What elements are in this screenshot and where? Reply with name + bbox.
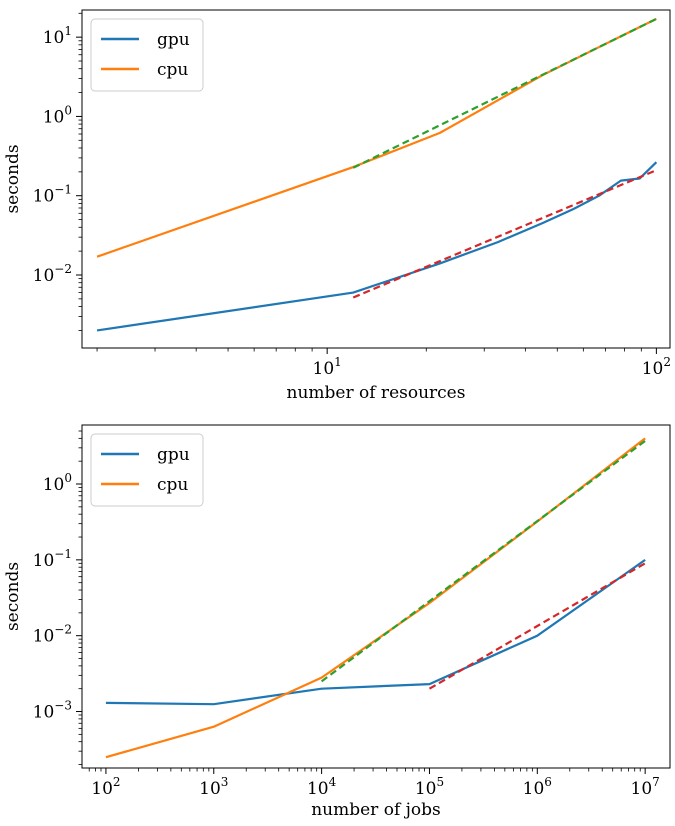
- legend: gpu cpu: [90, 433, 204, 507]
- legend-box: [90, 433, 204, 507]
- y-axis-label: seconds: [3, 562, 23, 631]
- chart-panel-1: 101 102 10−2 10−1 100 101 number of resources s…: [3, 9, 671, 403]
- x-tick-label: 107: [631, 775, 660, 799]
- cpu-legend-label: cpu: [157, 475, 188, 495]
- x-tick-label: 106: [523, 775, 552, 799]
- x-tick-label: 102: [91, 775, 120, 799]
- cpu-legend-label: cpu: [157, 60, 188, 80]
- y-tick-label: 10−2: [33, 262, 72, 286]
- x-tick-label: 103: [199, 775, 228, 799]
- y-tick-label: 101: [43, 24, 72, 48]
- legend: gpu cpu: [90, 18, 204, 92]
- axes-frame: [81, 424, 671, 769]
- x-tick-label: 101: [313, 355, 342, 379]
- y-tick-label: 10−3: [33, 699, 72, 723]
- x-tick-label: 102: [642, 355, 671, 379]
- x-axis-label: number of jobs: [311, 800, 441, 820]
- fit-dashed-line-3: [428, 562, 646, 690]
- gpu-legend-label: gpu: [157, 30, 190, 50]
- y-tick-label: 10−2: [33, 623, 72, 647]
- axes-frame: [81, 9, 671, 349]
- y-tick-label: 10−1: [33, 547, 72, 571]
- y-axis-label: seconds: [3, 144, 23, 213]
- chart-panel-2: 102 103 104 105 106 107 10−3 10−2 10−1 100 number …: [3, 424, 671, 820]
- x-axis-label: number of resources: [287, 383, 466, 403]
- y-tick-label: 100: [43, 103, 72, 127]
- gpu-legend-label: gpu: [157, 445, 190, 465]
- fit-dashed-line-2: [352, 17, 657, 169]
- fit-dashed-line-2: [320, 440, 646, 683]
- x-tick-label: 105: [415, 775, 444, 799]
- cpu-series-line: [96, 17, 657, 258]
- fit-dashed-line-3: [352, 169, 657, 299]
- y-tick-label: 100: [43, 471, 72, 495]
- y-tick-label: 10−1: [33, 183, 72, 207]
- plot-area: [105, 437, 646, 759]
- plot-area: [96, 17, 658, 332]
- gpu-series-line: [105, 558, 646, 706]
- gpu-series-line: [96, 161, 658, 332]
- legend-box: [90, 18, 204, 92]
- x-tick-label: 104: [307, 775, 337, 799]
